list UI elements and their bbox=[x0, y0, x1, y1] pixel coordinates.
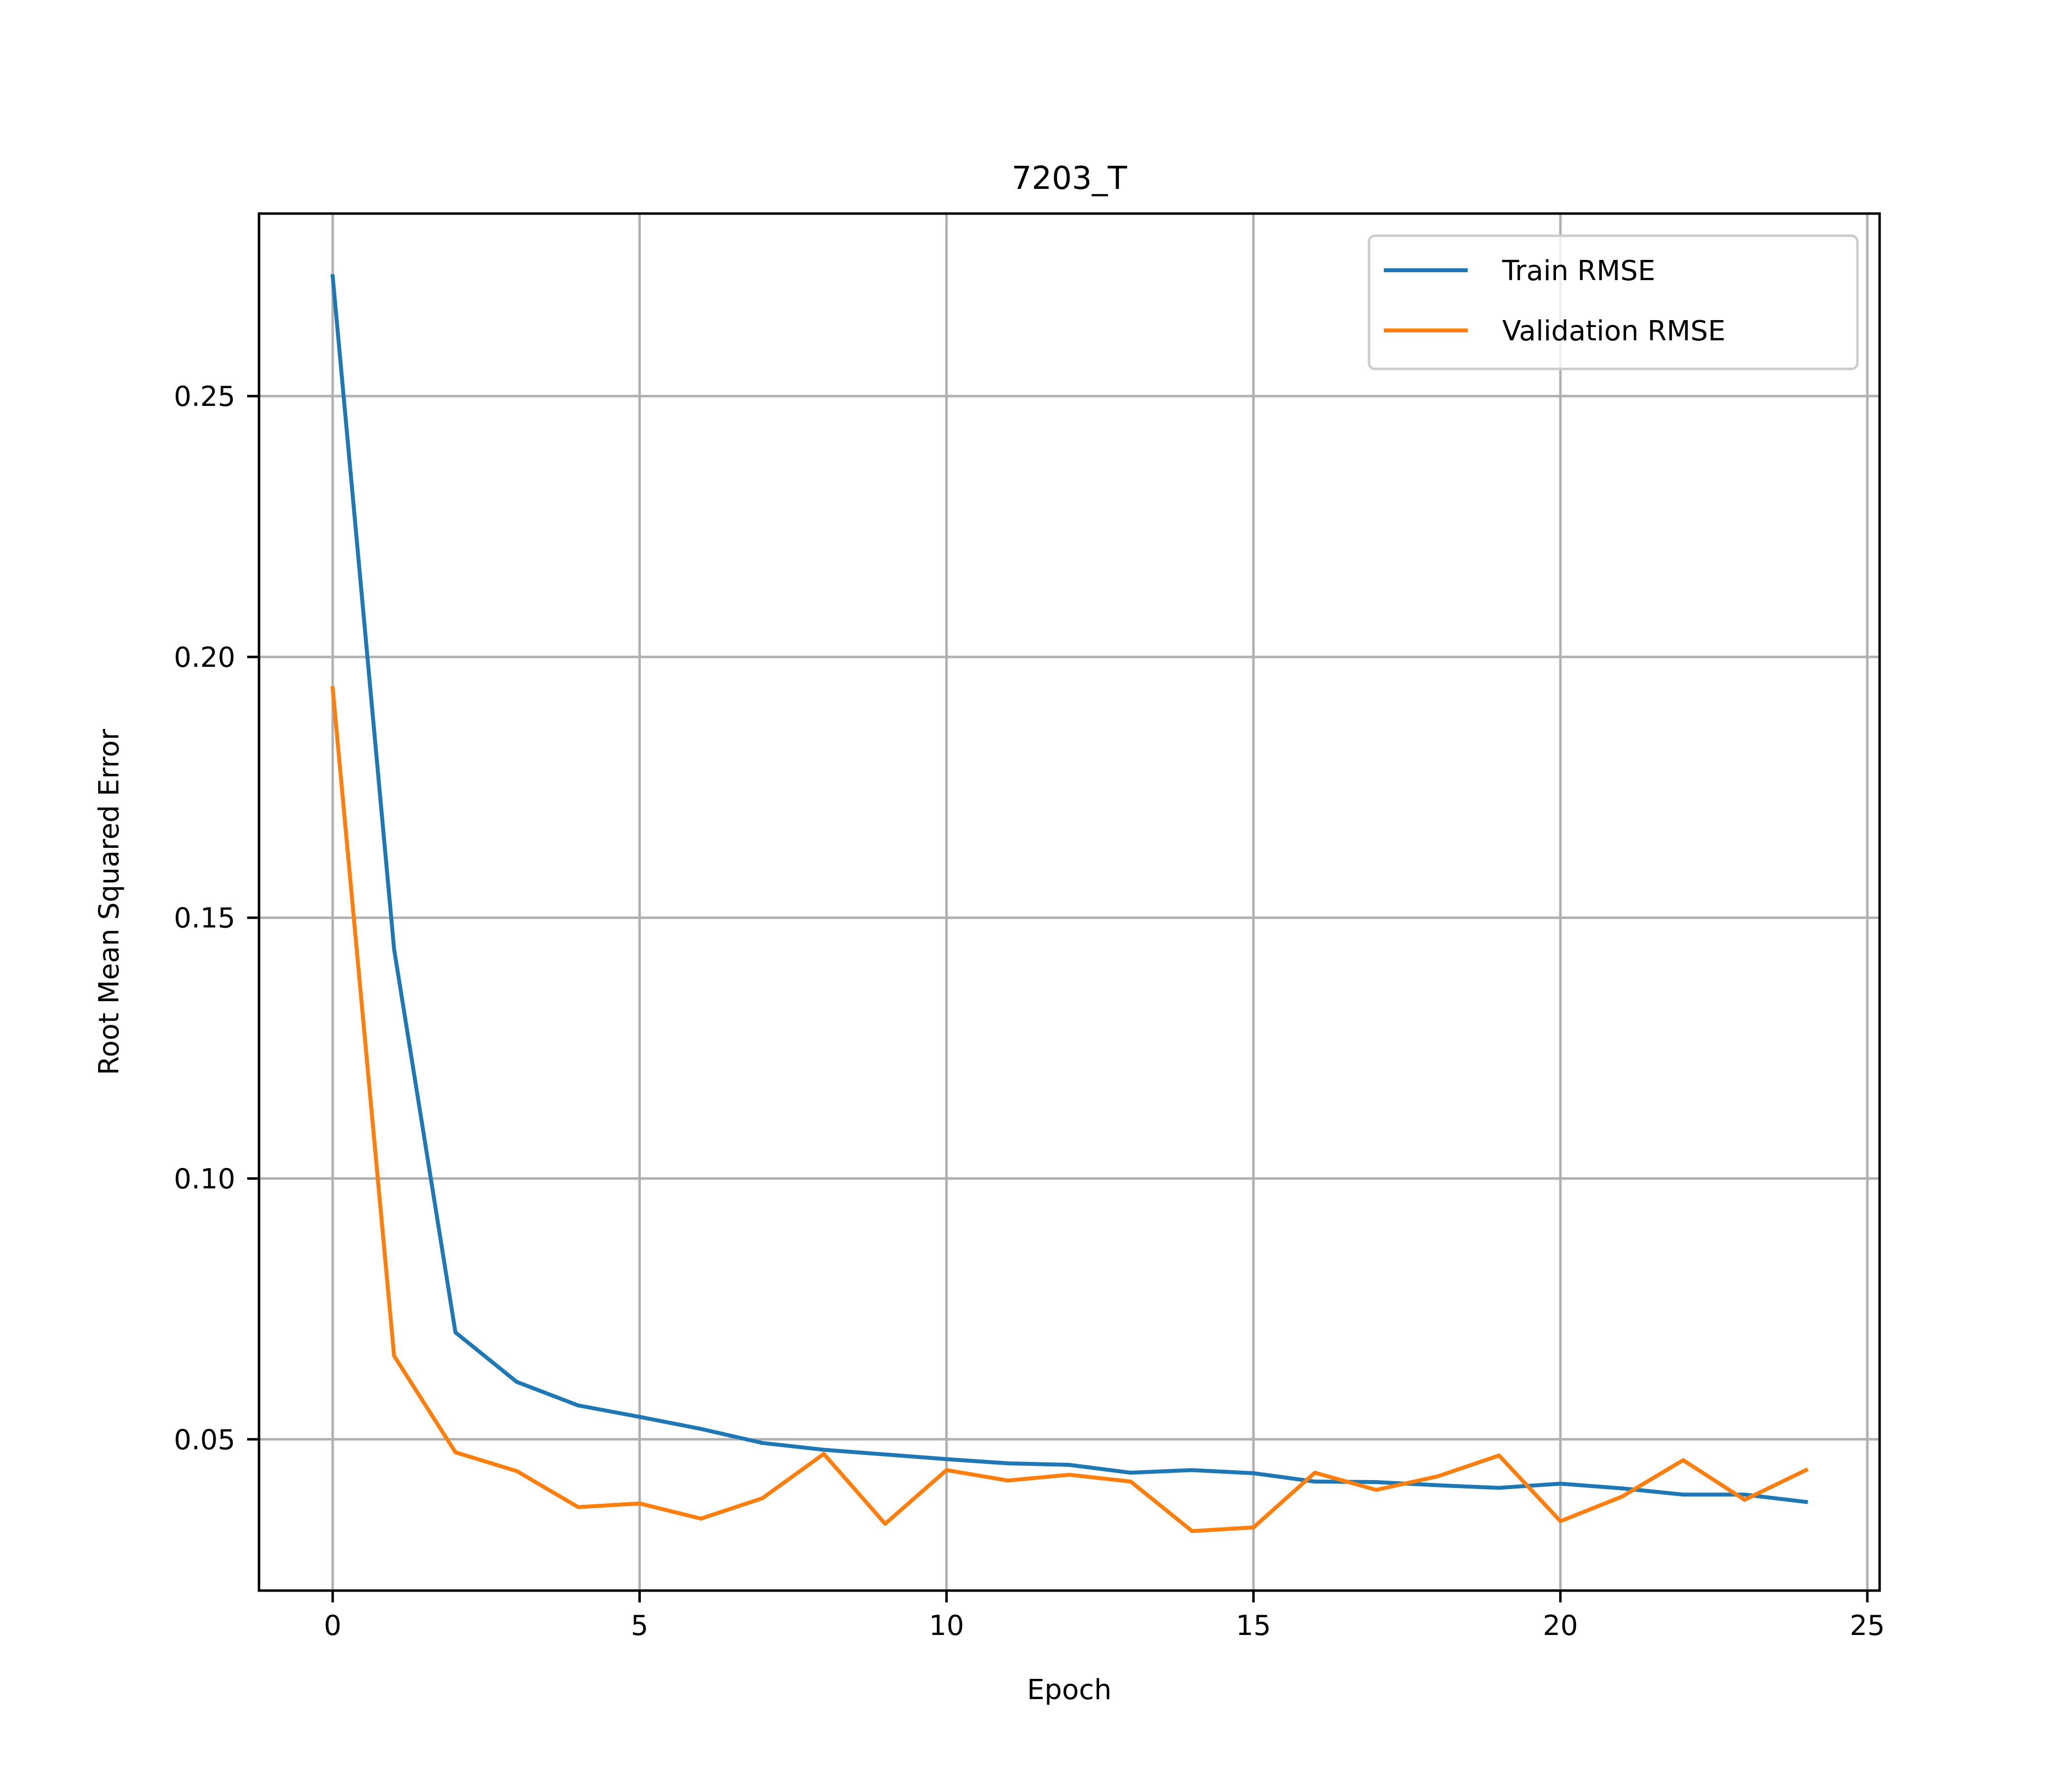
x-tick-label: 0 bbox=[324, 1610, 341, 1642]
legend: Train RMSE Validation RMSE bbox=[1368, 234, 1859, 370]
y-tick-label: 0.15 bbox=[174, 903, 235, 935]
legend-label-validation-rmse: Validation RMSE bbox=[1502, 315, 1725, 347]
legend-box bbox=[1368, 234, 1859, 370]
validation-rmse-line bbox=[330, 686, 1809, 1533]
plot-frame bbox=[258, 212, 1881, 1592]
x-tick-label: 5 bbox=[631, 1610, 649, 1642]
y-tick-label: 0.05 bbox=[174, 1424, 235, 1456]
x-tick-label: 20 bbox=[1543, 1610, 1578, 1642]
train-rmse-line bbox=[330, 274, 1809, 1504]
x-axis: 0 5 10 15 20 25 bbox=[324, 1591, 1885, 1642]
series-layer bbox=[330, 274, 1809, 1533]
x-tick-label: 15 bbox=[1236, 1610, 1271, 1642]
y-tick-label: 0.20 bbox=[174, 642, 235, 674]
grid bbox=[259, 214, 1880, 1591]
y-axis-label: Root Mean Squared Error bbox=[93, 728, 125, 1075]
x-tick-label: 25 bbox=[1850, 1610, 1885, 1642]
chart-title: 7203_T bbox=[1012, 160, 1128, 197]
y-tick-label: 0.10 bbox=[174, 1163, 235, 1196]
y-axis: 0.05 0.10 0.15 0.20 0.25 bbox=[174, 381, 259, 1456]
x-tick-label: 10 bbox=[929, 1610, 964, 1642]
legend-label-train-rmse: Train RMSE bbox=[1502, 255, 1655, 287]
y-tick-label: 0.25 bbox=[174, 381, 235, 413]
x-axis-label: Epoch bbox=[1027, 1674, 1111, 1706]
